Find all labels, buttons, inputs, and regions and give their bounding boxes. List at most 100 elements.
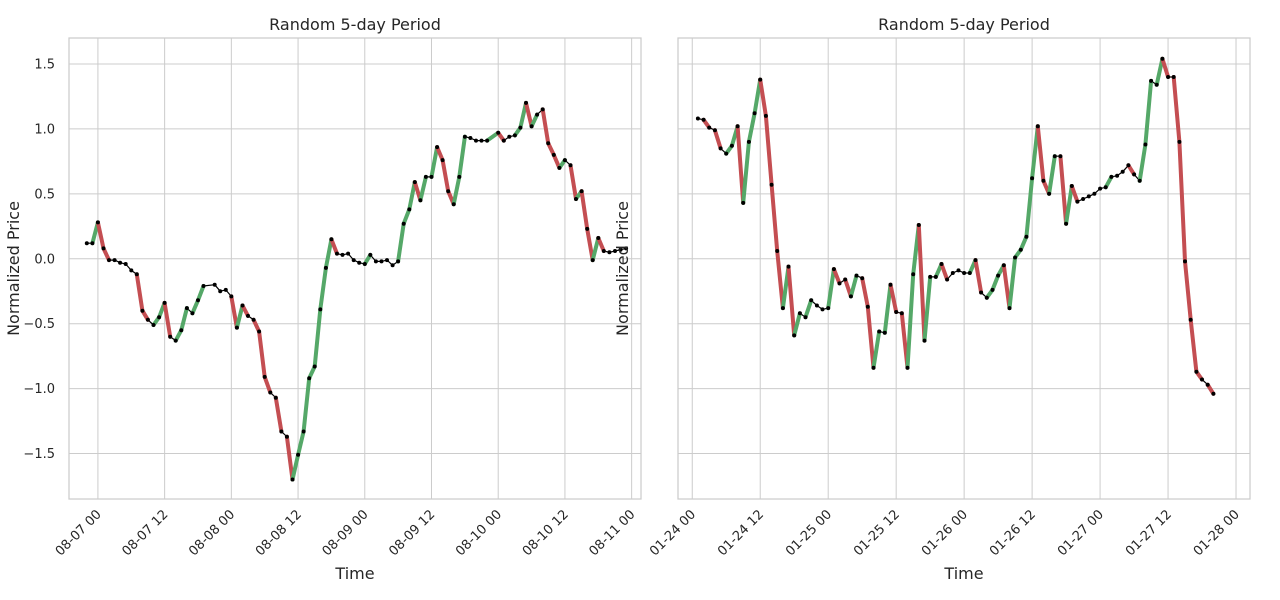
price-point	[729, 143, 734, 148]
price-point	[607, 250, 612, 255]
price-point	[368, 252, 373, 257]
y-tick-label: −1.0	[23, 382, 55, 397]
y-tick-label: −0.5	[23, 317, 55, 332]
downtrend-segment	[916, 223, 927, 343]
price-point	[329, 237, 334, 242]
price-point	[196, 298, 200, 303]
x-tick-label: 08-07 00	[53, 507, 105, 559]
price-point	[462, 134, 467, 139]
uptrend-segment	[922, 274, 933, 343]
x-tick-label: 01-28 00	[1191, 507, 1243, 559]
price-point	[429, 174, 434, 179]
price-point	[468, 136, 473, 140]
price-point	[218, 289, 223, 294]
price-point	[485, 138, 490, 143]
price-series	[695, 56, 1216, 396]
price-point	[848, 294, 853, 299]
uptrend-segment	[984, 263, 1006, 300]
price-point	[831, 267, 836, 272]
price-point	[741, 200, 746, 205]
price-point	[1081, 197, 1086, 201]
price-point	[775, 249, 780, 253]
x-tick-label: 01-26 00	[919, 507, 971, 559]
price-point	[529, 124, 534, 129]
price-point	[1154, 82, 1159, 87]
price-point	[234, 325, 239, 330]
plot-frame	[677, 37, 1251, 500]
uptrend-segment	[882, 282, 893, 335]
x-tick-label: 01-25 12	[851, 507, 903, 559]
price-point	[695, 116, 700, 121]
downtrend-segment	[284, 434, 295, 482]
price-point	[1205, 382, 1210, 387]
uptrend-segment	[803, 298, 814, 320]
price-point	[865, 304, 870, 309]
downtrend-segment	[831, 267, 842, 286]
price-point	[279, 429, 284, 434]
price-point	[894, 310, 899, 314]
y-tick-label: 0.0	[34, 252, 55, 267]
price-point	[763, 113, 768, 118]
uptrend-segment	[429, 145, 440, 179]
price-point	[512, 133, 517, 138]
price-point	[524, 100, 528, 105]
price-point	[335, 251, 339, 256]
plot-frame	[68, 37, 642, 500]
grid-lines	[69, 38, 641, 499]
price-point	[945, 277, 950, 282]
x-tick-label: 01-26 12	[987, 507, 1039, 559]
price-point	[229, 294, 234, 299]
price-point	[1001, 263, 1006, 268]
price-point	[1188, 317, 1193, 322]
price-point	[786, 264, 791, 269]
x-tick-label: 08-09 12	[386, 507, 438, 559]
price-point	[223, 287, 228, 292]
price-point	[501, 138, 506, 143]
uptrend-segment	[234, 303, 245, 330]
price-point	[601, 249, 606, 253]
price-point	[996, 273, 1001, 278]
price-point	[251, 317, 256, 322]
price-point	[1013, 255, 1018, 260]
price-point	[1103, 185, 1108, 190]
price-point	[540, 107, 545, 112]
price-point	[911, 272, 916, 277]
y-tick-label: 1.0	[34, 122, 55, 137]
uptrend-segment	[485, 130, 501, 143]
price-point	[346, 251, 351, 256]
price-point	[557, 165, 562, 170]
price-point	[922, 338, 927, 343]
price-point	[701, 117, 706, 122]
uptrend-segment	[396, 180, 417, 264]
x-axis-label: Time	[334, 564, 374, 583]
price-point	[624, 246, 629, 251]
price-point	[820, 307, 825, 312]
price-point	[1052, 154, 1057, 159]
uptrend-segment	[1007, 124, 1040, 311]
x-tick-label: 08-10 12	[520, 507, 572, 559]
downtrend-segment	[786, 264, 797, 338]
uptrend-segment	[1047, 154, 1057, 196]
y-axis-label: Normalized Price	[4, 201, 23, 336]
price-point	[990, 287, 995, 292]
downtrend-segment	[888, 282, 899, 314]
price-point	[735, 124, 740, 129]
x-tick-label: 01-24 00	[647, 507, 699, 559]
y-tick-label: 1.5	[34, 57, 55, 72]
price-point	[707, 125, 712, 130]
price-point	[967, 271, 972, 275]
price-point	[157, 315, 162, 320]
price-point	[843, 277, 848, 282]
downtrend-segment	[251, 317, 273, 395]
price-point	[246, 313, 250, 318]
price-point	[446, 189, 451, 194]
price-point	[418, 198, 423, 203]
price-point	[568, 163, 573, 168]
price-point	[1069, 184, 1074, 188]
price-point	[1018, 247, 1023, 252]
price-point	[362, 262, 367, 266]
price-point	[101, 246, 106, 251]
uptrend-segment	[871, 329, 882, 370]
price-point	[797, 311, 802, 316]
